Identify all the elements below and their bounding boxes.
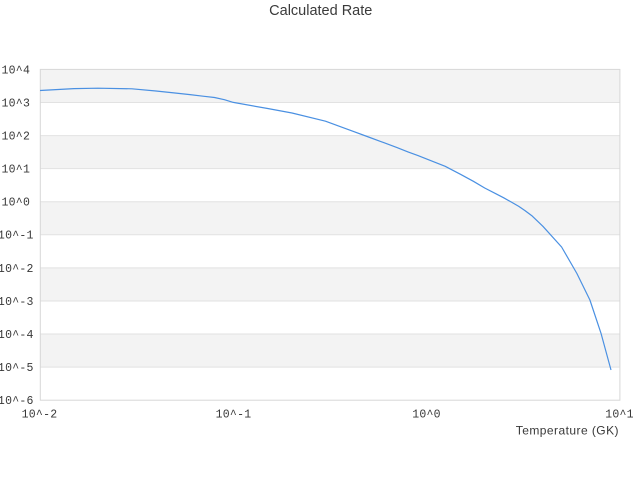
svg-text:10^3: 10^3: [1, 97, 30, 110]
svg-text:10^-5: 10^-5: [0, 362, 34, 375]
svg-text:Temperature (GK): Temperature (GK): [516, 424, 619, 438]
svg-text:10^0: 10^0: [1, 197, 30, 210]
svg-text:10^-2: 10^-2: [0, 263, 34, 276]
svg-text:10^4: 10^4: [1, 64, 30, 77]
svg-text:10^-6: 10^-6: [0, 395, 34, 408]
svg-text:Calculated Rate: Calculated Rate: [269, 3, 372, 19]
svg-text:10^-1: 10^-1: [0, 230, 34, 243]
svg-text:10^2: 10^2: [1, 130, 30, 143]
svg-text:10^-4: 10^-4: [0, 329, 34, 342]
svg-text:10^-3: 10^-3: [0, 296, 34, 309]
svg-text:10^1: 10^1: [1, 164, 30, 177]
svg-text:10^-2: 10^-2: [22, 409, 58, 422]
svg-text:10^0: 10^0: [412, 409, 441, 422]
svg-text:10^1: 10^1: [605, 409, 634, 422]
svg-text:10^-1: 10^-1: [216, 409, 252, 422]
